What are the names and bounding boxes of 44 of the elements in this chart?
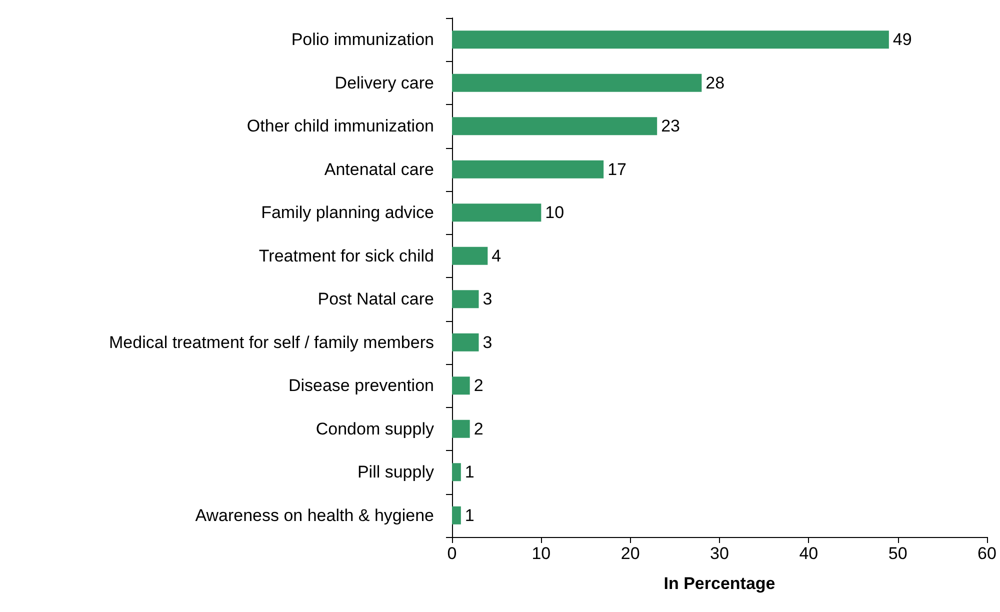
- bar: [452, 506, 461, 524]
- x-tick-label: 40: [799, 544, 818, 563]
- y-tick-label: Post Natal care: [318, 290, 434, 309]
- x-tick-label: 0: [447, 544, 457, 563]
- y-tick-label: Pill supply: [357, 462, 434, 482]
- x-tick-label: 10: [532, 544, 551, 563]
- y-tick-label: Condom supply: [316, 419, 434, 438]
- x-tick-label: 60: [978, 544, 996, 563]
- bar: [452, 117, 658, 136]
- bar: [452, 463, 461, 482]
- bar: [452, 290, 479, 308]
- data-label: 4: [492, 246, 502, 266]
- bar: [452, 30, 889, 49]
- data-label: 17: [608, 160, 627, 179]
- y-tick-label: Antenatal care: [324, 160, 434, 179]
- data-label: 10: [545, 203, 564, 222]
- bar: [452, 74, 702, 92]
- y-tick-label: Polio immunization: [291, 30, 434, 50]
- bar: [452, 333, 479, 352]
- data-label: 3: [482, 332, 492, 352]
- data-label: 1: [464, 506, 474, 525]
- data-label: 49: [892, 30, 912, 50]
- x-tick-label: 50: [888, 544, 908, 563]
- x-tick-label: 30: [710, 544, 729, 563]
- y-tick-label: Disease prevention: [288, 376, 434, 396]
- y-tick-label: Treatment for sick child: [258, 246, 434, 266]
- y-tick-label: Delivery care: [334, 73, 434, 92]
- bar: [452, 376, 470, 395]
- x-tick-label: 20: [620, 544, 640, 563]
- x-axis-title: In Percentage: [664, 574, 776, 593]
- data-label: 23: [661, 116, 680, 136]
- y-tick-label: Medical treatment for self / family members: [109, 332, 434, 352]
- data-label: 3: [482, 290, 492, 309]
- data-label: 2: [474, 419, 484, 438]
- data-label: 2: [474, 376, 484, 396]
- y-tick-label: Other child immunization: [246, 116, 434, 136]
- bar: [452, 246, 488, 265]
- bar: [452, 420, 470, 438]
- bar: [452, 160, 604, 178]
- data-label: 28: [706, 73, 725, 92]
- y-tick-label: Family planning advice: [261, 203, 434, 222]
- bar: [452, 204, 542, 222]
- data-label: 1: [464, 462, 474, 482]
- y-tick-label: Awareness on health & hygiene: [195, 506, 434, 525]
